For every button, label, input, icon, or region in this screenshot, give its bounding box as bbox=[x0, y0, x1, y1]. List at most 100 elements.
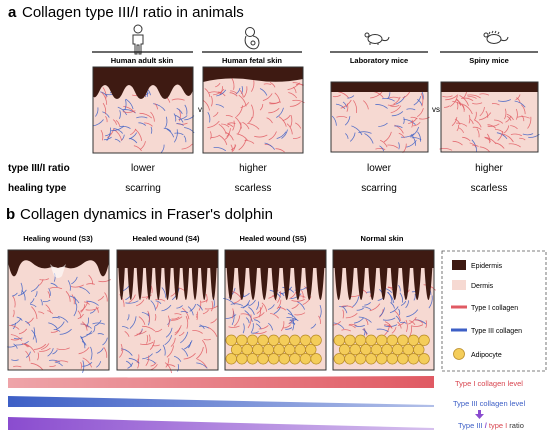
type1-collagen-fiber bbox=[170, 337, 176, 347]
type3-collagen-fiber bbox=[11, 318, 22, 326]
type3-collagen-fiber bbox=[230, 303, 243, 306]
type3-collagen-fiber bbox=[174, 132, 184, 136]
epidermis bbox=[331, 82, 428, 92]
type3-collagen-fiber bbox=[189, 303, 197, 312]
type1-collagen-fiber bbox=[254, 134, 268, 138]
legend-item-adipocyte: Adipocyte bbox=[453, 348, 502, 360]
type1-collagen-fiber bbox=[527, 116, 532, 129]
type3-collagen-fiber bbox=[125, 98, 134, 110]
epidermis bbox=[117, 250, 218, 300]
tissue-spiny-mice bbox=[439, 81, 540, 153]
type1-collagen-fiber bbox=[494, 142, 505, 149]
type1-collagen-fiber bbox=[387, 144, 399, 149]
type1-collagen-fiber bbox=[174, 325, 182, 334]
type3-collagen-fiber bbox=[428, 295, 433, 309]
type1-collagen-fiber bbox=[133, 145, 142, 152]
type1-collagen-fiber bbox=[289, 291, 297, 299]
legend-item-type3: Type III collagen bbox=[451, 328, 522, 335]
type1-collagen-fiber bbox=[506, 115, 512, 121]
type3-collagen-fiber bbox=[121, 348, 133, 356]
type1-collagen-fiber bbox=[338, 91, 350, 99]
type1-collagen-fiber bbox=[230, 90, 238, 94]
adipocyte bbox=[386, 334, 398, 346]
type1-collagen-fiber bbox=[210, 318, 218, 324]
type1-collagen-fiber bbox=[369, 303, 381, 312]
type3-collagen-fiber bbox=[390, 302, 395, 309]
type3-collagen-fiber bbox=[142, 353, 153, 360]
mouse-icon bbox=[364, 32, 390, 45]
type3-collagen-fiber bbox=[85, 317, 90, 328]
type1-collagen-fiber bbox=[38, 311, 45, 315]
type1-collagen-fiber bbox=[70, 284, 84, 288]
type1-collagen-fiber bbox=[164, 362, 172, 374]
type3-collagen-fiber bbox=[358, 316, 372, 323]
legend: Epidermis Dermis Type I collagen Type II… bbox=[441, 250, 547, 372]
tissue-human-fetal bbox=[202, 66, 305, 154]
col-header-2: Human fetal skin bbox=[202, 51, 302, 65]
type1-collagen-fiber bbox=[425, 320, 428, 329]
type1-collagen-fiber bbox=[266, 117, 273, 124]
type1-collagen-fiber bbox=[472, 144, 479, 147]
svg-text:higher: higher bbox=[475, 163, 503, 174]
type1-collagen-fiber bbox=[97, 295, 105, 301]
type3-collagen-fiber bbox=[335, 103, 346, 110]
type3-collagen-fiber bbox=[276, 107, 284, 118]
type3-collagen-fiber bbox=[146, 359, 156, 364]
type1-collagen-fiber bbox=[394, 124, 404, 134]
type1-collagen-fiber bbox=[185, 315, 189, 329]
type1-collagen-fiber bbox=[521, 115, 525, 122]
adipocyte bbox=[354, 353, 367, 365]
type3-collagen-fiber bbox=[138, 122, 147, 126]
type1-collagen-fiber bbox=[209, 131, 212, 140]
type1-collagen-fiber bbox=[504, 108, 507, 120]
type1-collagen-fiber bbox=[47, 291, 51, 298]
ratio-trend-wedge bbox=[8, 417, 434, 430]
type3-collagen-fiber bbox=[358, 131, 372, 134]
type3-collagen-fiber bbox=[363, 328, 366, 336]
type1-collagen-fiber bbox=[195, 311, 198, 318]
adipocyte bbox=[381, 343, 393, 356]
type1-collagen-fiber bbox=[487, 123, 500, 127]
type1-collagen-fiber bbox=[516, 97, 521, 103]
type3-collagen-fiber bbox=[403, 119, 416, 125]
type1-collagen-fiber bbox=[236, 105, 243, 118]
type1-collagen-fiber bbox=[170, 316, 183, 321]
type3-collagen-fiber bbox=[79, 286, 91, 295]
type1-collagen-fiber bbox=[112, 119, 117, 125]
svg-text:Adipocyte: Adipocyte bbox=[471, 352, 502, 359]
type1-collagen-fiber bbox=[408, 317, 417, 325]
type1-collagen-fiber bbox=[115, 119, 121, 127]
type1-collagen-fiber bbox=[302, 296, 312, 305]
type3-collagen-fiber bbox=[49, 359, 61, 363]
stage-label-s3: Healing wound (S3) bbox=[23, 234, 93, 243]
type3-collagen-fiber bbox=[119, 125, 131, 129]
type1-collagen-fiber bbox=[275, 148, 285, 153]
type1-collagen-fiber bbox=[353, 100, 358, 114]
type1-collagen-fiber bbox=[365, 318, 369, 326]
type1-collagen-fiber bbox=[225, 115, 233, 118]
type3-collagen-fiber bbox=[122, 326, 129, 330]
epidermis bbox=[8, 250, 109, 277]
type1-collagen-fiber bbox=[181, 307, 190, 320]
adipocyte bbox=[299, 334, 312, 346]
type3-collagen-fiber bbox=[352, 296, 360, 308]
type1-collagen-fiber bbox=[40, 343, 50, 350]
type1-collagen-fiber bbox=[240, 102, 250, 108]
type1-collagen-fiber bbox=[148, 334, 151, 342]
type3-collagen-fiber bbox=[215, 104, 225, 108]
type1-collagen-fiber bbox=[289, 102, 301, 107]
type1-collagen-fiber bbox=[269, 101, 280, 104]
type3-collagen-fiber bbox=[213, 146, 227, 152]
type1-collagen-fiber bbox=[22, 343, 28, 348]
type1-collagen-fiber bbox=[495, 129, 504, 133]
wound-gap bbox=[50, 264, 66, 278]
type1-collagen-fiber bbox=[239, 90, 244, 98]
type3-collagen-fiber bbox=[55, 321, 65, 330]
type3-collagen-fiber bbox=[29, 298, 35, 304]
type1-collagen-fiber bbox=[54, 360, 69, 363]
type3-collagen-fiber bbox=[276, 131, 287, 139]
type1-collagen-fiber bbox=[485, 137, 491, 142]
type3-collagen-fiber bbox=[184, 340, 193, 350]
adipocyte bbox=[397, 334, 409, 346]
type1-collagen-fiber bbox=[479, 93, 490, 96]
